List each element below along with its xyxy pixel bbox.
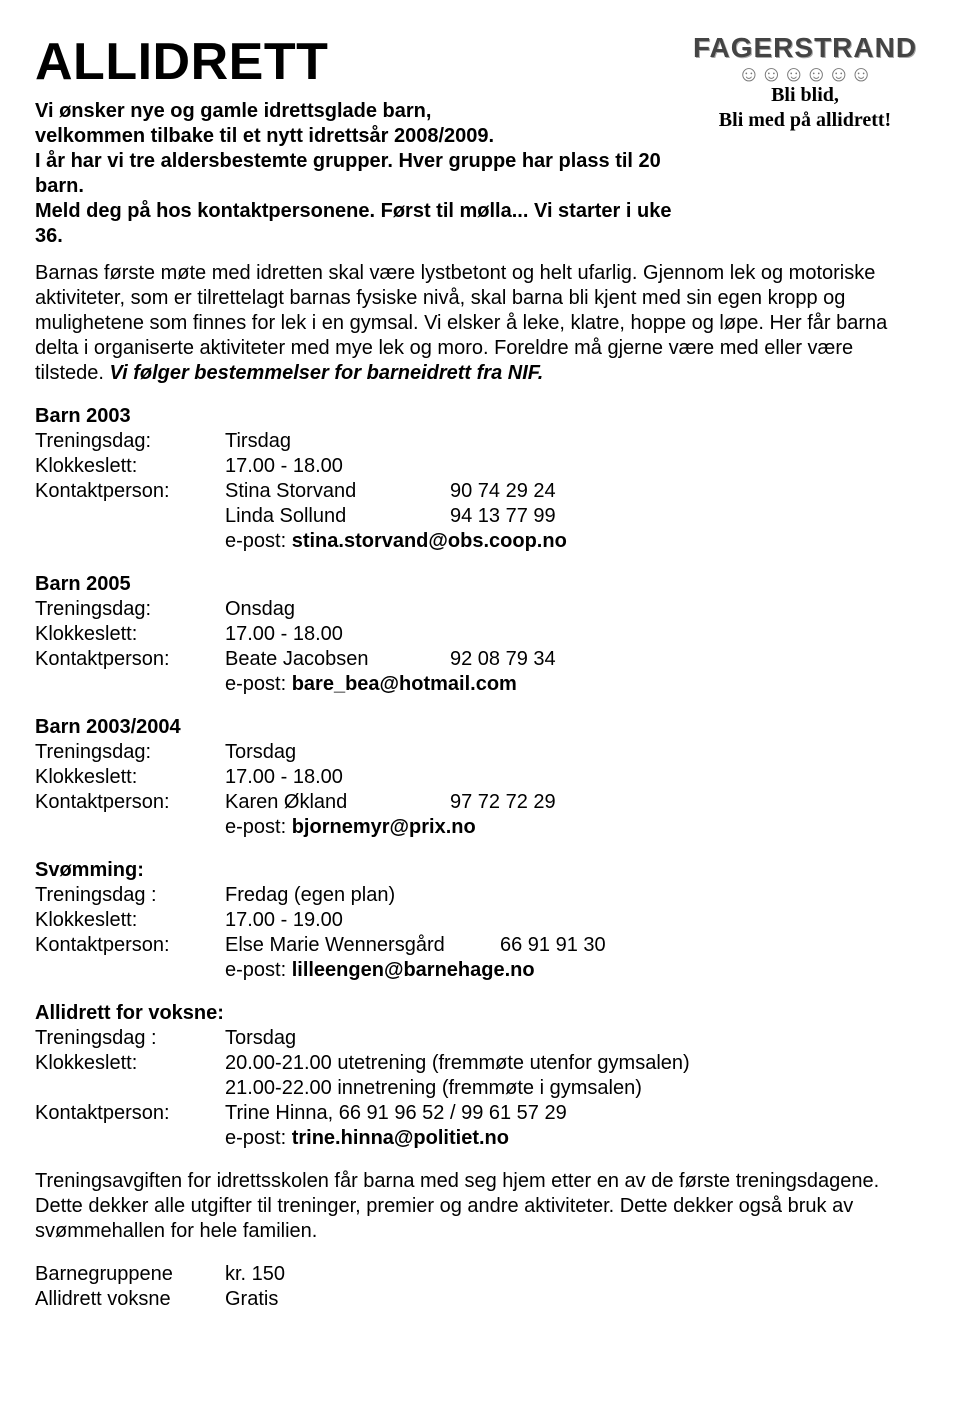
email-value: stina.storvand@obs.coop.no	[292, 530, 567, 552]
value-time: 17.00 - 18.00	[225, 765, 343, 790]
value-email-adults: e-post: trine.hinna@politiet.no	[225, 1126, 509, 1151]
email-prefix: e-post:	[225, 530, 292, 552]
value-day-adults: Torsdag	[225, 1026, 296, 1051]
email-line: e-post: bjornemyr@prix.no	[225, 815, 476, 840]
label-contact: Kontaktperson:	[35, 790, 225, 815]
email-value: trine.hinna@politiet.no	[292, 1127, 509, 1149]
label-contact: Kontaktperson:	[35, 1101, 225, 1126]
value-time: 17.00 - 18.00	[225, 622, 343, 647]
intro-line-0: Vi ønsker nye og gamle idrettsglade barn…	[35, 99, 685, 124]
value-time: 17.00 - 19.00	[225, 908, 343, 933]
contact-phone: 97 72 72 29	[450, 790, 556, 815]
email-prefix: e-post:	[225, 816, 292, 838]
footer-paragraph: Treningsavgiften for idrettsskolen får b…	[35, 1169, 925, 1244]
price-label-0: Barnegruppene	[35, 1262, 225, 1287]
header: ALLIDRETT Vi ønsker nye og gamle idretts…	[35, 30, 925, 249]
label-day: Treningsdag:	[35, 429, 225, 454]
contact-name: Karen Økland	[225, 790, 450, 815]
label-blank	[35, 958, 225, 983]
contact-name: Beate Jacobsen	[225, 647, 450, 672]
group-block: Barn 2005Treningsdag:OnsdagKlokkeslett:1…	[35, 572, 925, 697]
contact-entry: Beate Jacobsen92 08 79 34	[225, 647, 556, 672]
label-time: Klokkeslett:	[35, 454, 225, 479]
price-value-1: Gratis	[225, 1287, 278, 1312]
label-contact: Kontaktperson:	[35, 647, 225, 672]
label-time: Klokkeslett:	[35, 765, 225, 790]
logo-tagline-1: Bli blid,	[685, 83, 925, 108]
logo: FAGERSTRAND ☺☺☺☺☺☺ Bli blid, Bli med på …	[685, 30, 925, 133]
label-time: Klokkeslett:	[35, 908, 225, 933]
contact-entry: Else Marie Wennersgård66 91 91 30	[225, 933, 606, 958]
contact-name: Stina Storvand	[225, 479, 450, 504]
label-blank	[35, 1076, 225, 1101]
group-block: Barn 2003/2004Treningsdag:TorsdagKlokkes…	[35, 715, 925, 840]
group-block: Svømming:Treningsdag :Fredag (egen plan)…	[35, 858, 925, 983]
price-list: Barnegruppene kr. 150 Allidrett voksne G…	[35, 1262, 925, 1312]
logo-figures-icon: ☺☺☺☺☺☺	[685, 65, 925, 83]
header-left: ALLIDRETT Vi ønsker nye og gamle idretts…	[35, 30, 685, 249]
logo-tagline-2: Bli med på allidrett!	[685, 108, 925, 133]
intro-line-2: I år har vi tre aldersbestemte grupper. …	[35, 149, 685, 199]
label-time: Klokkeslett:	[35, 1051, 225, 1076]
contact-entry: Linda Sollund94 13 77 99	[225, 504, 556, 529]
group-title: Barn 2005	[35, 572, 925, 597]
contact-phone: 66 91 91 30	[500, 933, 606, 958]
email-value: lilleengen@barnehage.no	[292, 959, 535, 981]
price-row: Barnegruppene kr. 150	[35, 1262, 925, 1287]
label-contact	[35, 504, 225, 529]
email-value: bare_bea@hotmail.com	[292, 673, 517, 695]
value-day: Torsdag	[225, 740, 296, 765]
label-blank	[35, 529, 225, 554]
label-blank	[35, 1126, 225, 1151]
group-block: Barn 2003Treningsdag:TirsdagKlokkeslett:…	[35, 404, 925, 554]
label-contact: Kontaktperson:	[35, 933, 225, 958]
value-time: 17.00 - 18.00	[225, 454, 343, 479]
contact-phone: 92 08 79 34	[450, 647, 556, 672]
group-title-adults: Allidrett for voksne:	[35, 1001, 925, 1026]
price-label-1: Allidrett voksne	[35, 1287, 225, 1312]
contact-phone: 90 74 29 24	[450, 479, 556, 504]
intro-line-3: Meld deg på hos kontaktpersonene. Først …	[35, 199, 685, 249]
value-day: Onsdag	[225, 597, 295, 622]
price-value-0: kr. 150	[225, 1262, 285, 1287]
email-line: e-post: bare_bea@hotmail.com	[225, 672, 517, 697]
label-day: Treningsdag :	[35, 1026, 225, 1051]
value-contact-adults: Trine Hinna, 66 91 96 52 / 99 61 57 29	[225, 1101, 567, 1126]
contact-phone: 94 13 77 99	[450, 504, 556, 529]
group-adults: Allidrett for voksne: Treningsdag : Tors…	[35, 1001, 925, 1151]
label-blank	[35, 815, 225, 840]
group-title: Barn 2003/2004	[35, 715, 925, 740]
label-day: Treningsdag:	[35, 597, 225, 622]
page-title: ALLIDRETT	[35, 30, 685, 95]
contact-entry: Stina Storvand90 74 29 24	[225, 479, 556, 504]
intro-line-1: velkommen tilbake til et nytt idrettsår …	[35, 124, 685, 149]
value-day: Tirsdag	[225, 429, 291, 454]
label-day: Treningsdag:	[35, 740, 225, 765]
email-prefix: e-post:	[225, 673, 292, 695]
contact-name: Linda Sollund	[225, 504, 450, 529]
email-value: bjornemyr@prix.no	[292, 816, 476, 838]
label-day: Treningsdag :	[35, 883, 225, 908]
logo-brand: FAGERSTRAND	[685, 30, 925, 65]
email-line: e-post: stina.storvand@obs.coop.no	[225, 529, 567, 554]
email-prefix: e-post:	[225, 959, 292, 981]
group-title: Svømming:	[35, 858, 925, 883]
group-title: Barn 2003	[35, 404, 925, 429]
body-paragraph: Barnas første møte med idretten skal vær…	[35, 261, 925, 386]
label-time: Klokkeslett:	[35, 622, 225, 647]
label-blank	[35, 672, 225, 697]
label-contact: Kontaktperson:	[35, 479, 225, 504]
email-prefix: e-post:	[225, 1127, 292, 1149]
price-row: Allidrett voksne Gratis	[35, 1287, 925, 1312]
contact-name: Else Marie Wennersgård	[225, 933, 500, 958]
contact-entry: Karen Økland97 72 72 29	[225, 790, 556, 815]
value-time-adults-0: 20.00-21.00 utetrening (fremmøte utenfor…	[225, 1051, 690, 1076]
value-day: Fredag (egen plan)	[225, 883, 395, 908]
value-time-adults-1: 21.00-22.00 innetrening (fremmøte i gyms…	[225, 1076, 642, 1101]
body-emphasis: Vi følger bestemmelser for barneidrett f…	[109, 362, 543, 384]
email-line: e-post: lilleengen@barnehage.no	[225, 958, 535, 983]
